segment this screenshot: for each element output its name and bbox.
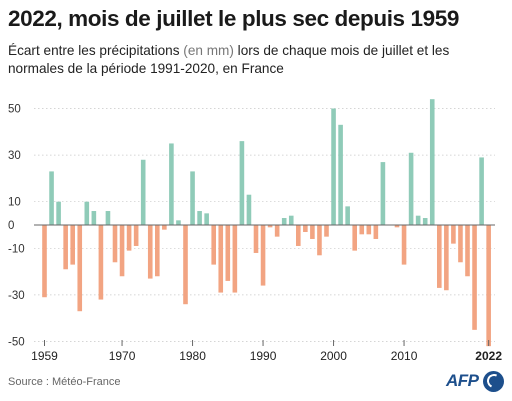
bar-1960 [49, 171, 54, 225]
bar-1974 [147, 225, 153, 279]
bar-2014 [429, 99, 435, 225]
chart-title: 2022, mois de juillet le plus sec depuis… [8, 6, 459, 31]
afp-logo: AFP [446, 371, 506, 395]
y-tick-label: 30 [8, 150, 21, 162]
bar-1999 [324, 225, 329, 237]
bar-1963 [70, 225, 75, 265]
bar-2001 [338, 124, 343, 225]
bar-1977 [169, 143, 174, 225]
bar-1990 [260, 225, 266, 286]
subtitle-unit: (en mm) [183, 43, 234, 58]
bar-1979 [183, 225, 188, 305]
bar-2005 [366, 225, 372, 235]
y-tick-label: 10 [8, 197, 21, 209]
subtitle-text-start: Écart entre les précipitations [8, 43, 184, 58]
bar-2007 [380, 162, 386, 225]
bar-1981 [197, 211, 202, 225]
bar-1992 [274, 225, 280, 237]
chart-subtitle: Écart entre les précipitations (en mm) l… [8, 42, 508, 78]
bar-1967 [98, 225, 104, 300]
bar-1985 [225, 225, 231, 281]
bar-2000 [331, 108, 336, 225]
bar-2021 [479, 157, 484, 225]
bar-1994 [288, 215, 294, 225]
bar-1984 [218, 225, 224, 293]
bar-2012 [415, 215, 421, 225]
bar-1962 [63, 225, 68, 270]
bar-1978 [176, 220, 181, 225]
bar-2017 [451, 225, 456, 244]
bar-2006 [373, 225, 379, 239]
x-tick-label: 2010 [391, 349, 418, 363]
bar-1986 [232, 225, 238, 293]
subtitle-text-end: lors de chaque mois de juillet et les no… [8, 43, 450, 76]
bar-1965 [84, 201, 90, 225]
bar-1988 [246, 194, 252, 225]
bar-1959 [42, 225, 47, 298]
bar-1991 [267, 225, 273, 228]
bar-1961 [56, 201, 61, 225]
bar-2018 [458, 225, 463, 263]
bar-1973 [140, 159, 146, 225]
bar-1993 [281, 218, 287, 225]
bar-1964 [77, 225, 83, 312]
bar-2004 [359, 225, 365, 235]
bar-1970 [119, 225, 125, 277]
bar-1987 [239, 141, 245, 225]
bar-1972 [133, 225, 139, 246]
bar-2020 [472, 225, 477, 330]
bar-2009 [394, 225, 400, 228]
bar-2013 [422, 218, 428, 225]
x-tick-label: 1980 [179, 349, 206, 363]
bar-1995 [296, 225, 301, 246]
bar-2011 [408, 152, 414, 225]
bar-2010 [401, 225, 407, 265]
source-note: Source : Météo-France [8, 376, 121, 388]
bar-1998 [317, 225, 322, 256]
bar-1976 [162, 225, 167, 230]
x-tick-label: 1970 [109, 349, 136, 363]
y-tick-label: 0 [8, 220, 14, 232]
bar-1983 [211, 225, 216, 265]
bar-1982 [204, 213, 209, 225]
y-tick-label: -10 [8, 243, 25, 255]
x-tick-label: 1990 [250, 349, 277, 363]
bar-1980 [190, 171, 195, 225]
y-tick-label: -30 [8, 290, 25, 302]
x-tick-label: 1959 [31, 349, 58, 363]
bar-2003 [352, 225, 357, 251]
bar-1971 [126, 225, 132, 251]
y-tick-label: -50 [8, 337, 25, 349]
bar-2016 [444, 225, 449, 291]
bar-1996 [303, 225, 308, 232]
afp-logo-text: AFP [446, 371, 479, 390]
bar-1966 [91, 211, 97, 225]
globe-icon [483, 371, 504, 392]
bar-2015 [437, 225, 442, 288]
y-tick-label: 50 [8, 104, 21, 116]
bar-2002 [345, 206, 350, 225]
bar-1975 [155, 225, 160, 277]
x-tick-label: 2000 [320, 349, 347, 363]
bar-1989 [253, 225, 259, 253]
bar-1969 [112, 225, 118, 263]
bar-1968 [105, 211, 111, 225]
bar-2019 [465, 225, 470, 277]
bar-1997 [310, 225, 315, 239]
bar-2022 [486, 225, 491, 347]
x-tick-label: 2022 [475, 349, 502, 363]
